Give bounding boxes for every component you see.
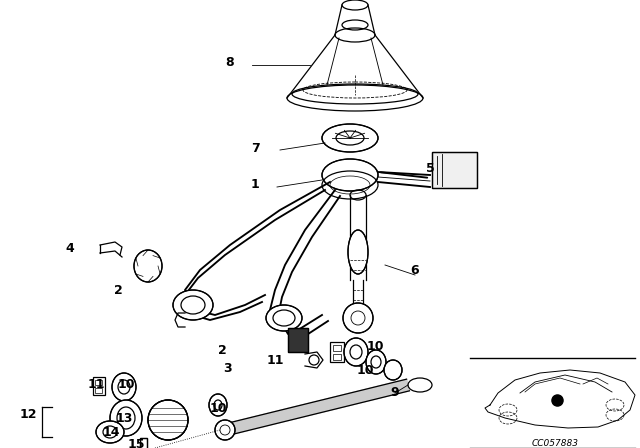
Text: 10: 10 [117, 379, 135, 392]
Text: 3: 3 [224, 362, 232, 375]
Ellipse shape [110, 400, 142, 436]
Text: 8: 8 [226, 56, 234, 69]
Bar [330, 342, 344, 362]
Text: 13: 13 [115, 412, 132, 425]
Bar [288, 328, 308, 352]
Ellipse shape [96, 421, 124, 443]
Bar [333, 354, 341, 360]
Text: 6: 6 [411, 263, 419, 276]
Ellipse shape [112, 373, 136, 401]
Text: 5: 5 [426, 161, 435, 175]
Bar [140, 438, 147, 448]
Text: 7: 7 [251, 142, 259, 155]
Text: 2: 2 [114, 284, 122, 297]
Text: 4: 4 [66, 241, 74, 254]
Bar [432, 152, 477, 188]
Text: 11: 11 [87, 379, 105, 392]
Bar [140, 438, 147, 448]
Bar [432, 152, 477, 188]
Text: 10: 10 [356, 363, 374, 376]
Text: 11: 11 [266, 353, 284, 366]
Ellipse shape [366, 350, 386, 374]
Text: 10: 10 [209, 401, 227, 414]
Ellipse shape [209, 394, 227, 416]
Circle shape [343, 303, 373, 333]
Text: 10: 10 [366, 340, 384, 353]
Bar [288, 328, 308, 352]
Text: 9: 9 [390, 387, 399, 400]
Ellipse shape [322, 124, 378, 152]
Ellipse shape [348, 230, 368, 274]
Ellipse shape [148, 400, 188, 440]
Text: 15: 15 [127, 438, 145, 448]
Ellipse shape [266, 305, 302, 331]
Ellipse shape [322, 159, 378, 191]
Text: 1: 1 [251, 178, 259, 191]
Ellipse shape [344, 338, 368, 366]
Bar [93, 377, 105, 395]
Bar [95, 388, 102, 393]
Ellipse shape [173, 290, 213, 320]
Circle shape [215, 420, 235, 440]
Ellipse shape [384, 360, 402, 380]
Bar [333, 345, 341, 351]
Text: 14: 14 [102, 426, 120, 439]
Text: 12: 12 [19, 409, 36, 422]
Text: 2: 2 [218, 344, 227, 357]
Ellipse shape [134, 250, 162, 282]
Text: CC057883: CC057883 [531, 439, 579, 448]
Bar [95, 380, 102, 385]
Polygon shape [223, 379, 410, 436]
